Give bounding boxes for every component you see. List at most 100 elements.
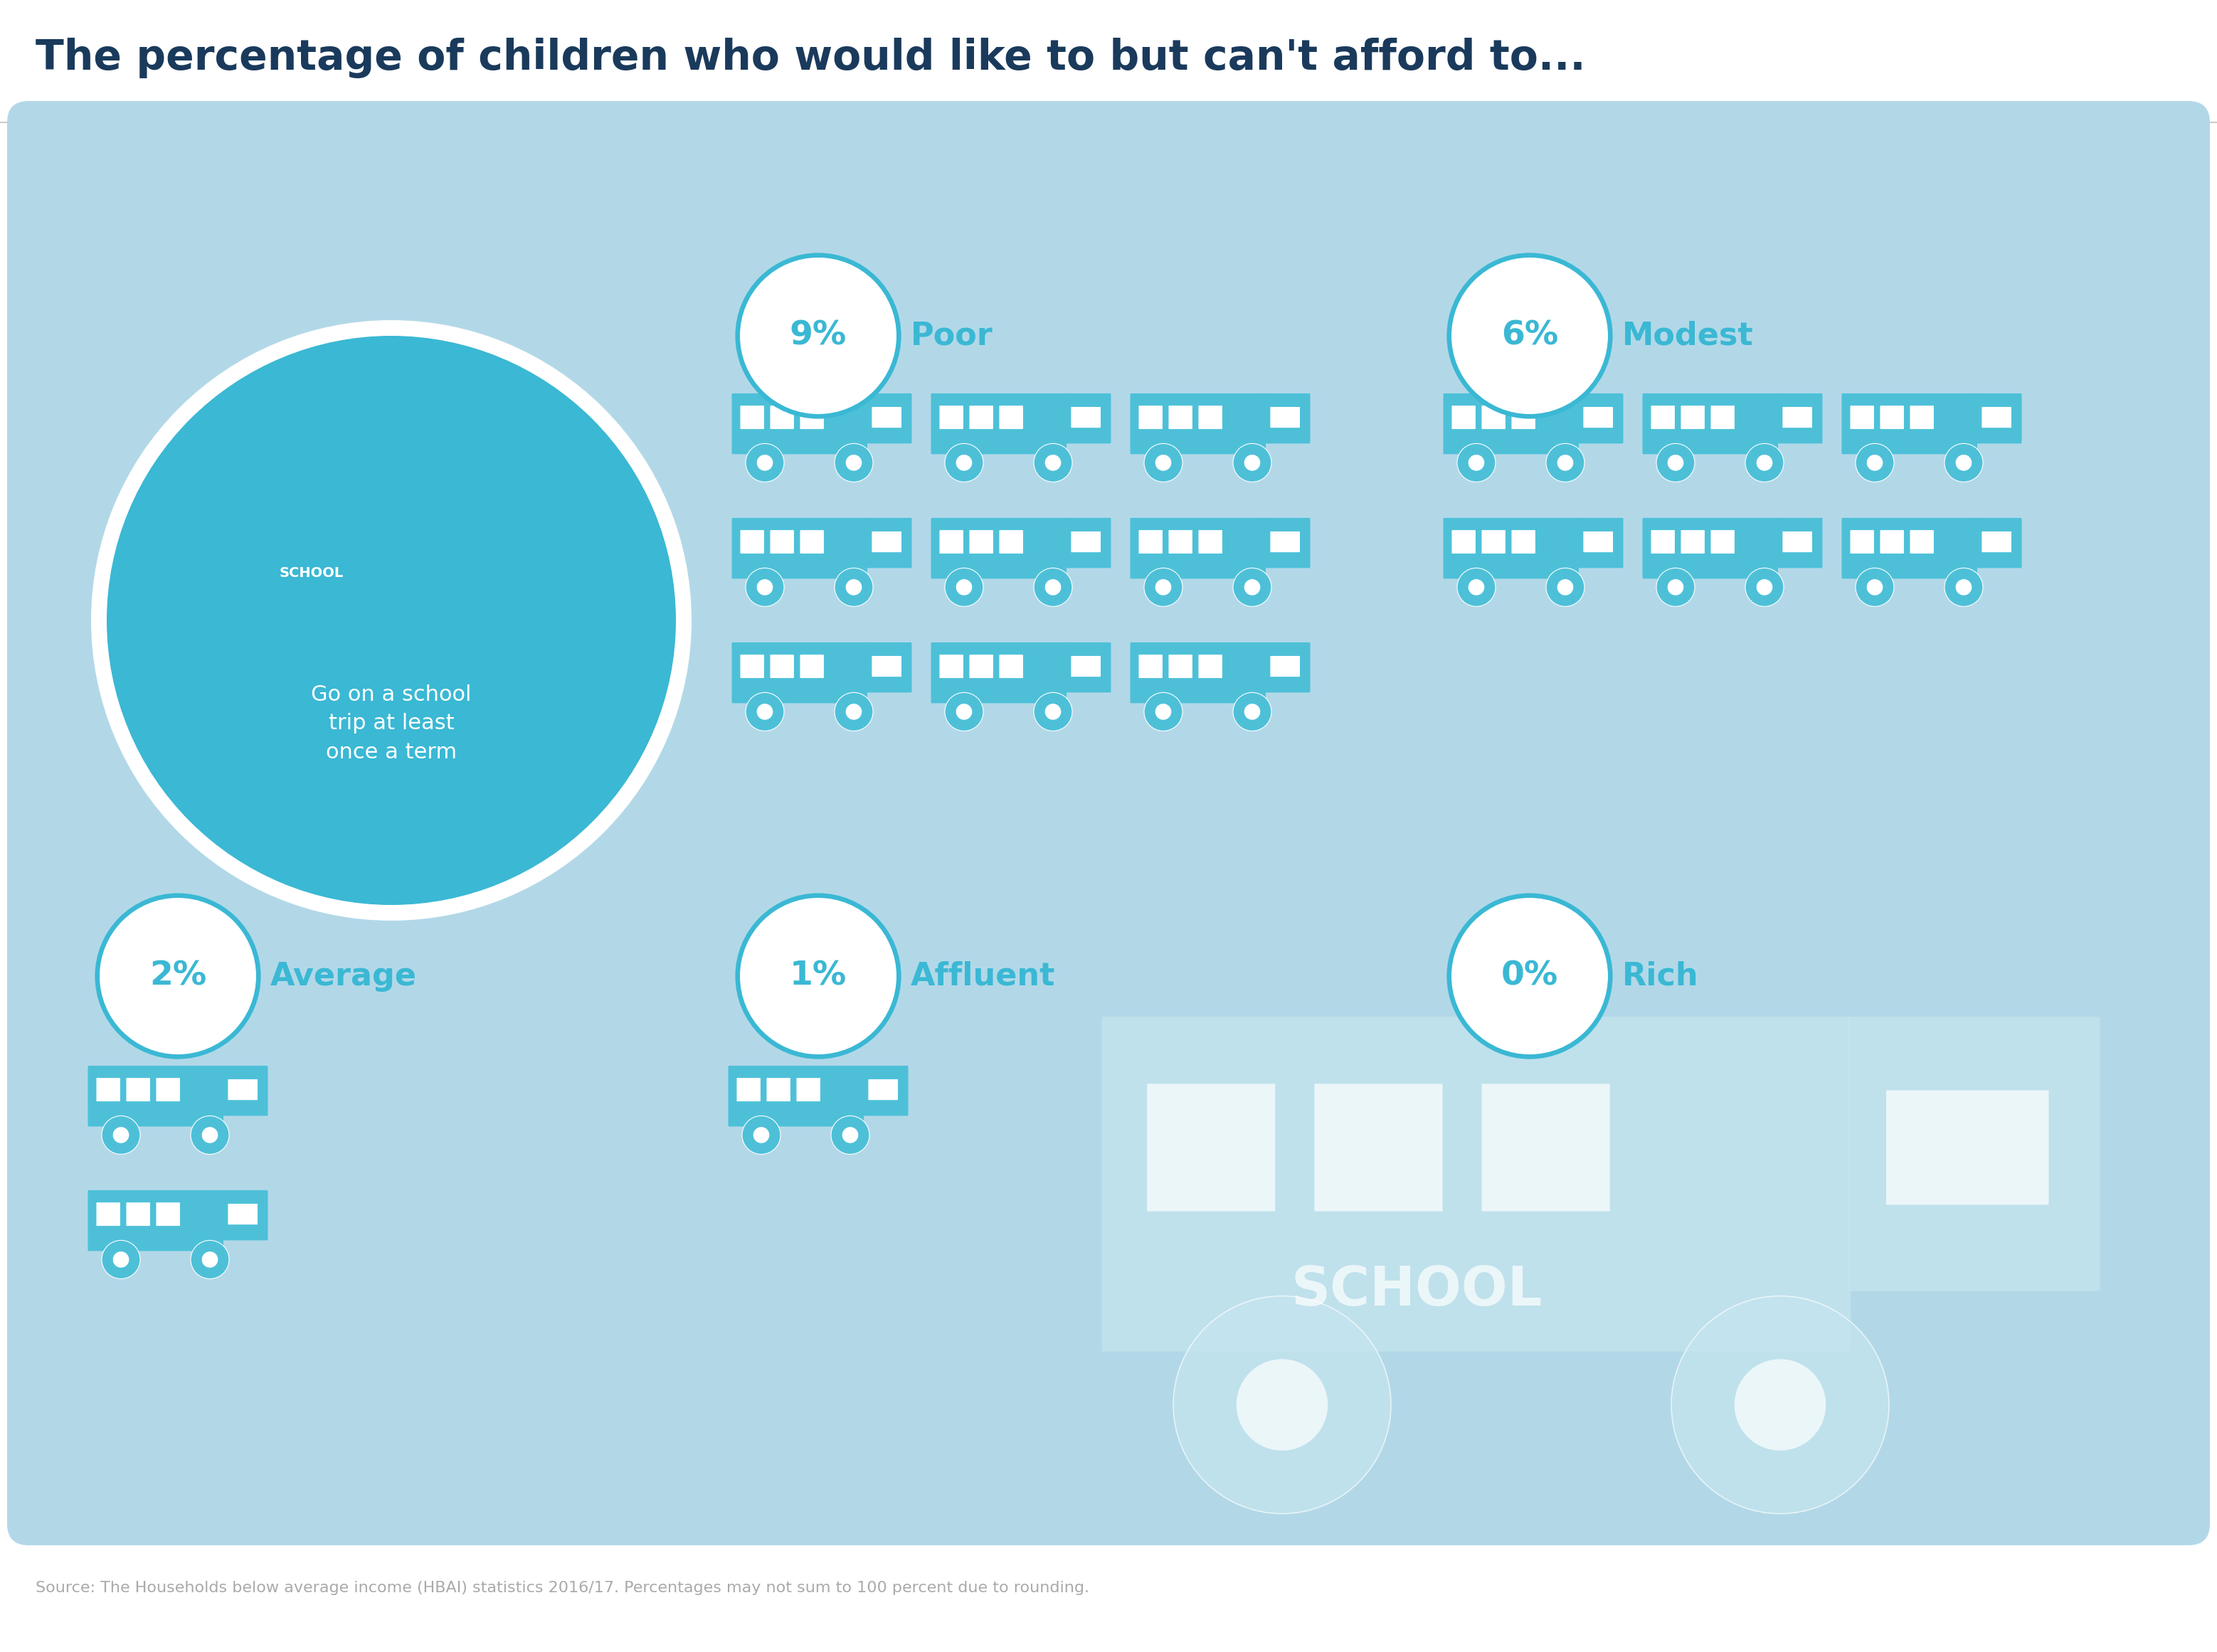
Circle shape (1244, 704, 1259, 720)
FancyBboxPatch shape (940, 530, 964, 553)
Circle shape (834, 692, 873, 730)
FancyBboxPatch shape (1776, 517, 1822, 568)
FancyBboxPatch shape (219, 1066, 268, 1115)
FancyBboxPatch shape (1887, 1090, 2049, 1204)
FancyBboxPatch shape (126, 1077, 151, 1102)
Text: 1%: 1% (789, 960, 847, 993)
Text: SCHOOL: SCHOOL (279, 567, 344, 580)
FancyBboxPatch shape (228, 1079, 257, 1100)
FancyBboxPatch shape (1583, 406, 1614, 428)
FancyBboxPatch shape (1000, 530, 1022, 553)
Circle shape (95, 894, 262, 1059)
FancyBboxPatch shape (1452, 530, 1477, 553)
Text: Rich: Rich (1623, 961, 1698, 991)
Circle shape (1033, 443, 1073, 482)
FancyBboxPatch shape (1140, 406, 1162, 430)
Circle shape (834, 443, 873, 482)
FancyBboxPatch shape (860, 1066, 909, 1115)
Text: 6%: 6% (1501, 320, 1559, 352)
FancyBboxPatch shape (1168, 406, 1193, 430)
Circle shape (217, 575, 299, 657)
Circle shape (1457, 568, 1496, 606)
FancyBboxPatch shape (481, 469, 581, 573)
Circle shape (1233, 443, 1270, 482)
FancyBboxPatch shape (1000, 406, 1022, 430)
FancyBboxPatch shape (1712, 406, 1734, 430)
FancyBboxPatch shape (769, 406, 794, 430)
Circle shape (1448, 253, 1612, 418)
FancyBboxPatch shape (1131, 393, 1266, 454)
Circle shape (1756, 580, 1774, 595)
Circle shape (1033, 568, 1073, 606)
FancyBboxPatch shape (1131, 517, 1266, 578)
Circle shape (91, 320, 692, 920)
FancyBboxPatch shape (219, 1189, 268, 1241)
Circle shape (1867, 580, 1882, 595)
FancyBboxPatch shape (1975, 393, 2022, 443)
FancyBboxPatch shape (337, 496, 388, 544)
Circle shape (1233, 692, 1270, 730)
FancyBboxPatch shape (1643, 517, 1778, 578)
FancyBboxPatch shape (969, 406, 993, 430)
FancyBboxPatch shape (1168, 530, 1193, 553)
FancyBboxPatch shape (1071, 656, 1100, 677)
Circle shape (845, 704, 862, 720)
Circle shape (944, 443, 984, 482)
FancyBboxPatch shape (769, 530, 794, 553)
FancyBboxPatch shape (270, 496, 321, 544)
Text: 9%: 9% (789, 320, 847, 352)
Circle shape (756, 704, 774, 720)
Circle shape (1667, 580, 1683, 595)
Text: Go on a school
trip at least
once a term: Go on a school trip at least once a term (310, 684, 472, 763)
Circle shape (202, 1127, 217, 1143)
FancyBboxPatch shape (1982, 406, 2011, 428)
Circle shape (740, 897, 896, 1054)
Circle shape (1672, 1295, 1889, 1513)
Circle shape (834, 568, 873, 606)
Circle shape (1856, 568, 1893, 606)
FancyBboxPatch shape (969, 654, 993, 677)
FancyBboxPatch shape (1712, 530, 1734, 553)
FancyBboxPatch shape (871, 406, 902, 428)
Circle shape (1155, 580, 1171, 595)
FancyBboxPatch shape (869, 1079, 898, 1100)
FancyBboxPatch shape (769, 654, 794, 677)
Circle shape (736, 253, 900, 418)
Circle shape (736, 894, 900, 1059)
FancyBboxPatch shape (1064, 517, 1111, 568)
FancyBboxPatch shape (1576, 393, 1623, 443)
Circle shape (756, 580, 774, 595)
Circle shape (1955, 580, 1971, 595)
Circle shape (191, 1115, 228, 1155)
FancyBboxPatch shape (1982, 532, 2011, 552)
FancyBboxPatch shape (1851, 530, 1873, 553)
Circle shape (756, 454, 774, 471)
Circle shape (745, 443, 785, 482)
FancyBboxPatch shape (732, 393, 867, 454)
FancyBboxPatch shape (1064, 643, 1111, 692)
FancyBboxPatch shape (1452, 406, 1477, 430)
Circle shape (1044, 454, 1062, 471)
FancyBboxPatch shape (95, 1203, 120, 1226)
Circle shape (745, 568, 785, 606)
Circle shape (1452, 258, 1607, 415)
Circle shape (1468, 580, 1485, 595)
FancyBboxPatch shape (89, 1066, 224, 1127)
FancyBboxPatch shape (1264, 517, 1310, 568)
FancyBboxPatch shape (126, 1203, 151, 1226)
FancyBboxPatch shape (740, 654, 765, 677)
Circle shape (1545, 443, 1585, 482)
FancyBboxPatch shape (1842, 517, 1978, 578)
Circle shape (1173, 1295, 1390, 1513)
FancyBboxPatch shape (1481, 1084, 1610, 1211)
Circle shape (1233, 568, 1270, 606)
FancyBboxPatch shape (1782, 406, 1811, 428)
Circle shape (845, 580, 862, 595)
Circle shape (754, 1127, 769, 1143)
FancyBboxPatch shape (497, 497, 561, 540)
FancyBboxPatch shape (800, 530, 825, 553)
FancyBboxPatch shape (1443, 393, 1579, 454)
FancyBboxPatch shape (940, 654, 964, 677)
Circle shape (845, 454, 862, 471)
FancyBboxPatch shape (1140, 654, 1162, 677)
